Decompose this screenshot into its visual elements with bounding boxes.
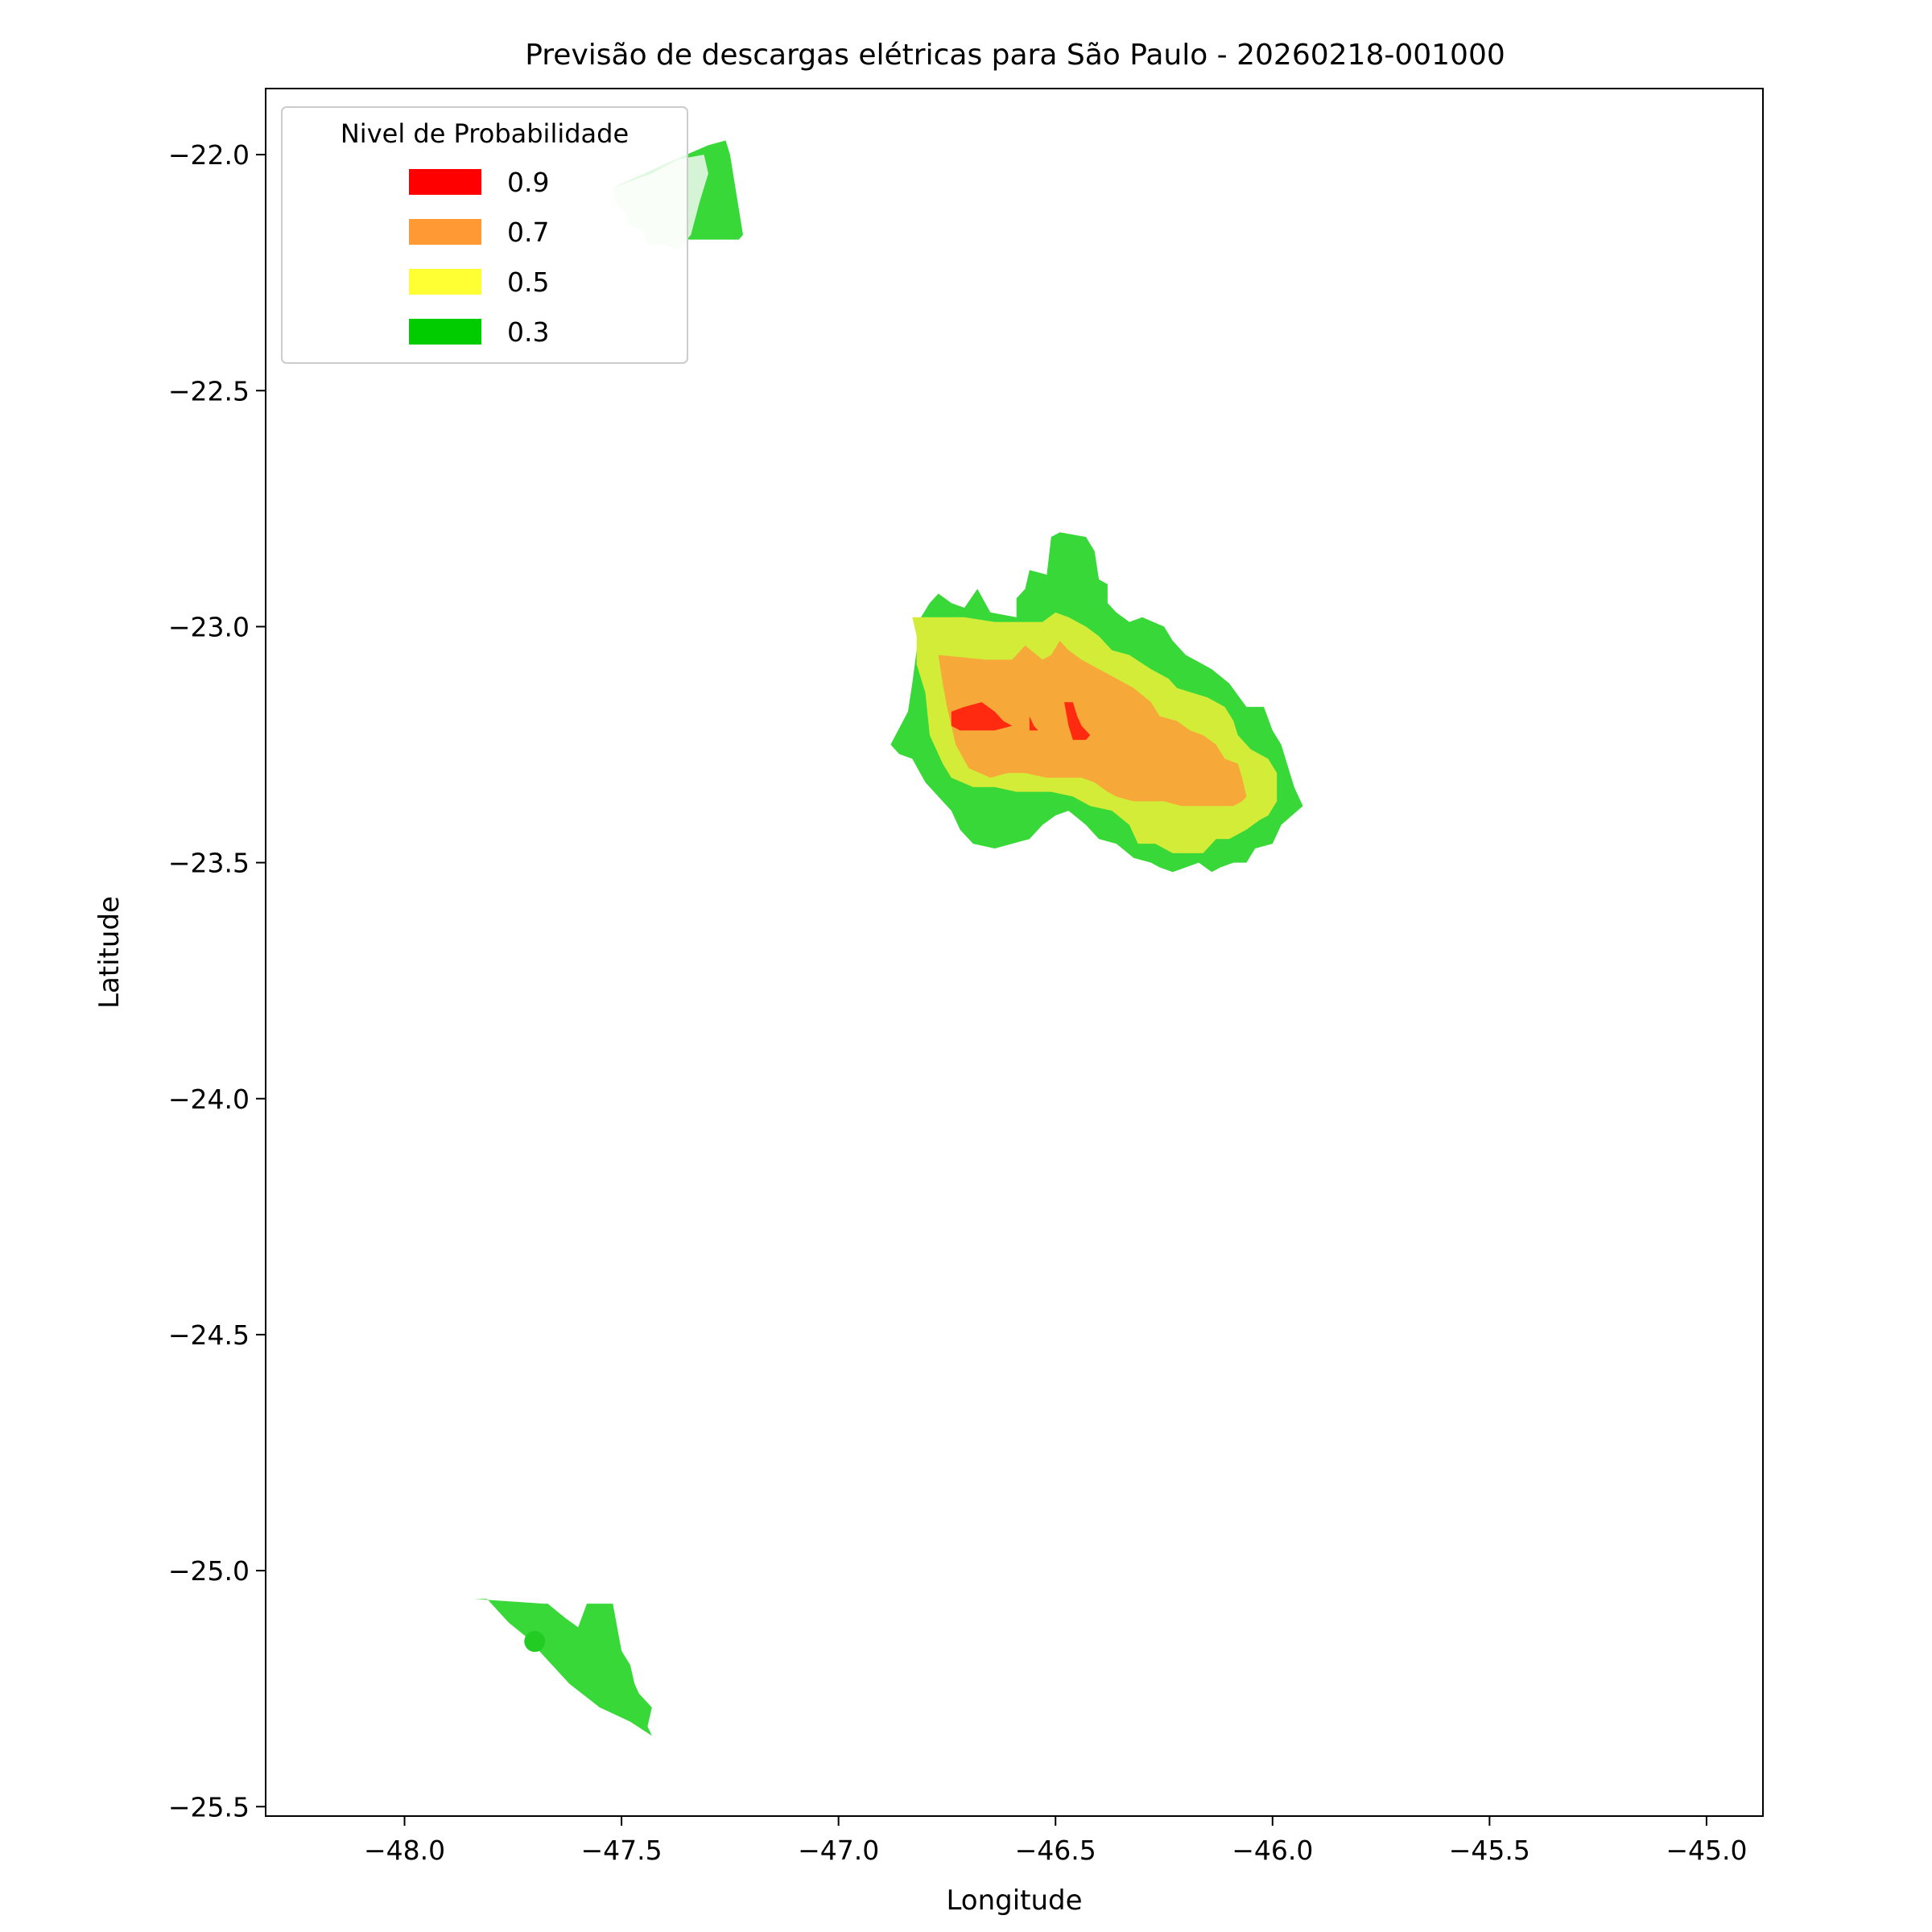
y-tick-label: −23.0 xyxy=(168,611,250,642)
y-tick-label: −22.5 xyxy=(168,375,250,407)
legend-label: 0.3 xyxy=(507,316,549,348)
y-axis-label: Latitude xyxy=(93,896,126,1009)
marker-layer xyxy=(524,1631,546,1653)
y-tick-label: −24.5 xyxy=(168,1319,250,1351)
x-axis-label: Longitude xyxy=(946,1885,1082,1917)
contour-polygon-level-0-9 xyxy=(951,702,1013,731)
plot-frame xyxy=(265,88,1764,1817)
legend-swatch xyxy=(409,269,481,295)
y-tick-label: −23.5 xyxy=(168,848,250,879)
x-tick-label: −45.0 xyxy=(1666,1835,1747,1866)
legend-label: 0.5 xyxy=(507,266,549,298)
x-tick-label: −46.0 xyxy=(1232,1835,1313,1866)
contour-layer xyxy=(473,140,1303,1736)
contour-polygon-level-0-9 xyxy=(1029,716,1038,731)
contour-region-central-storm xyxy=(890,532,1303,873)
x-tick-label: −46.5 xyxy=(1015,1835,1096,1866)
y-tick-label: −25.5 xyxy=(168,1791,250,1823)
marker-point xyxy=(524,1631,546,1653)
legend-entries: 0.9 0.7 0.5 0.3 xyxy=(409,167,549,348)
x-tick-label: −47.0 xyxy=(798,1835,879,1866)
x-tick-label: −47.5 xyxy=(581,1835,663,1866)
x-axis: −48.0 −47.5 −47.0 −46.5 −46.0 −45.5 −45.0 xyxy=(364,1816,1747,1866)
chart-title: Previsão de descargas elétricas para São… xyxy=(525,39,1505,72)
legend-label: 0.7 xyxy=(507,217,549,248)
contour-polygon-level-0-9 xyxy=(1064,702,1091,741)
legend: Nivel de Probabilidade 0.9 0.7 0.5 0.3 xyxy=(281,106,688,364)
legend-swatch xyxy=(409,169,481,195)
legend-swatch xyxy=(409,319,481,345)
x-tick-label: −45.5 xyxy=(1449,1835,1530,1866)
y-axis: −22.0 −22.5 −23.0 −23.5 −24.0 −24.5 −25.0 −25.5 xyxy=(168,139,266,1823)
contour-polygon-level-0-3 xyxy=(473,1599,652,1736)
x-tick-label: −48.0 xyxy=(364,1835,445,1866)
contour-polygon-level-0-7 xyxy=(938,641,1247,807)
contour-region-southwest-cell xyxy=(473,1599,652,1736)
y-tick-label: −25.0 xyxy=(168,1555,250,1587)
y-tick-label: −24.0 xyxy=(168,1084,250,1115)
y-tick-label: −22.0 xyxy=(168,139,250,171)
legend-label: 0.9 xyxy=(507,167,549,198)
legend-swatch xyxy=(409,219,481,245)
legend-box xyxy=(281,106,688,364)
plot-area xyxy=(266,89,1763,1816)
legend-title: Nivel de Probabilidade xyxy=(341,118,629,149)
